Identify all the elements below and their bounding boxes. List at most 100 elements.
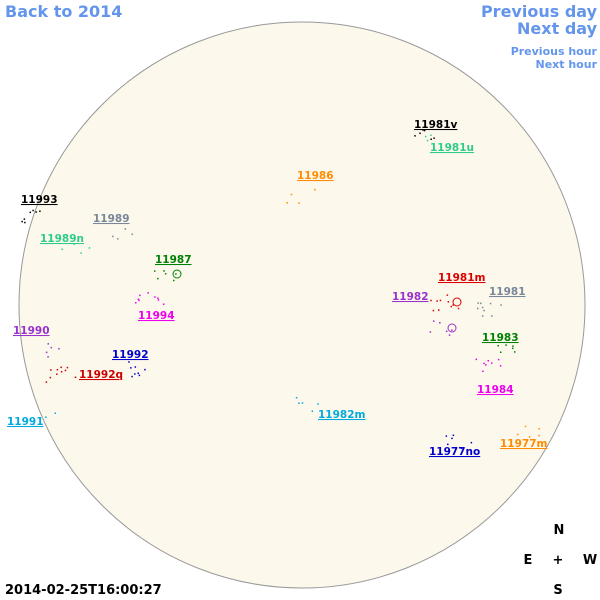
sunspot (516, 433, 519, 436)
region-label: 11987 (155, 254, 192, 266)
sunspot (500, 304, 502, 306)
sunspot (499, 365, 502, 367)
sunspot (430, 138, 432, 141)
sunspot (154, 296, 156, 298)
sunspot (487, 360, 490, 362)
sunspot (423, 129, 426, 132)
sunspot (131, 233, 134, 236)
sunspot (137, 298, 140, 300)
region-label: 11977no (429, 446, 480, 458)
sunspot (447, 443, 449, 446)
region-label: 11989 (93, 213, 130, 225)
next-hour-link[interactable]: Next hour (535, 58, 598, 71)
sunspot (24, 221, 26, 224)
timestamp: 2014-02-25T16:00:27 (5, 583, 162, 598)
sunspot (497, 338, 500, 341)
sunspot (430, 134, 432, 137)
region-label: 11982m (318, 409, 366, 421)
previous-day-link[interactable]: Previous day (480, 2, 597, 21)
sunspot (491, 315, 493, 317)
sunspot (39, 210, 41, 212)
sunspot (450, 305, 453, 308)
sunspot (290, 193, 293, 196)
sunspot (138, 374, 141, 377)
sunspot (162, 303, 165, 305)
sunspot (60, 366, 62, 369)
compass-north: N (554, 523, 565, 538)
sunspot (436, 300, 438, 302)
region-label: 11981m (438, 272, 486, 284)
compass-center: + (553, 553, 564, 568)
sunspot (452, 304, 454, 306)
sunspot (124, 228, 127, 230)
sunspot (112, 235, 114, 238)
sunspot (470, 441, 473, 444)
sunspot (128, 361, 130, 363)
sunspot (139, 294, 141, 297)
sunspot (29, 211, 32, 214)
sunspot (430, 299, 432, 302)
sunspot (538, 428, 540, 430)
sunspot (426, 139, 429, 142)
sunspot (445, 330, 448, 333)
region-label: 11992q (79, 369, 123, 381)
sunspot (73, 243, 76, 245)
sunspot (49, 376, 52, 379)
sunspot (422, 129, 424, 131)
sunspot (314, 188, 316, 191)
sunspot (424, 135, 427, 138)
sunspot (58, 348, 60, 350)
sunspot (452, 434, 455, 437)
previous-hour-link[interactable]: Previous hour (510, 45, 597, 58)
sunspot (157, 277, 159, 280)
sunspot (438, 309, 440, 311)
sunspot (475, 358, 478, 361)
back-link[interactable]: Back to 2014 (5, 2, 123, 21)
region-label: 11990 (13, 325, 50, 337)
sunspot (147, 292, 149, 294)
sunspot (23, 218, 26, 220)
sunspot (298, 202, 300, 204)
sunspot (144, 368, 146, 371)
sunspot-group (172, 269, 182, 279)
sunspot (524, 425, 527, 428)
sunspot (514, 351, 516, 353)
sunspot (439, 299, 442, 302)
compass-west: W (583, 553, 597, 568)
sunspot (419, 132, 421, 135)
sunspot (483, 362, 485, 365)
sunspot (301, 402, 304, 404)
sunspot (446, 294, 449, 296)
sunspot (175, 273, 177, 275)
region-label: 11981u (430, 142, 474, 154)
next-day-link[interactable]: Next day (517, 19, 597, 38)
region-label: 11992 (112, 349, 149, 361)
compass-south: S (553, 583, 562, 598)
region-label: 11984 (477, 384, 514, 396)
sunspot (512, 345, 514, 347)
sunspot (117, 238, 119, 240)
sunspot (157, 297, 159, 299)
region-label: 11983 (482, 332, 519, 344)
sunspot (447, 301, 450, 303)
region-label: 11982 (392, 291, 429, 303)
sunspot (45, 416, 47, 418)
sunspot-group (447, 323, 457, 333)
sunspot (45, 351, 48, 354)
region-label: 11994 (138, 310, 175, 322)
sunspot (134, 366, 137, 368)
sunspot-group (452, 297, 462, 307)
sunspot (66, 366, 69, 369)
sunspot (432, 320, 435, 322)
sunspot (88, 247, 91, 249)
sunspot (511, 347, 514, 350)
sunspot (432, 309, 435, 312)
region-label: 11986 (297, 170, 334, 182)
solar-disk (18, 21, 586, 589)
sunspot (490, 362, 493, 364)
sunspot (448, 334, 451, 336)
sunspot (457, 307, 460, 310)
region-label: 11989n (40, 233, 84, 245)
